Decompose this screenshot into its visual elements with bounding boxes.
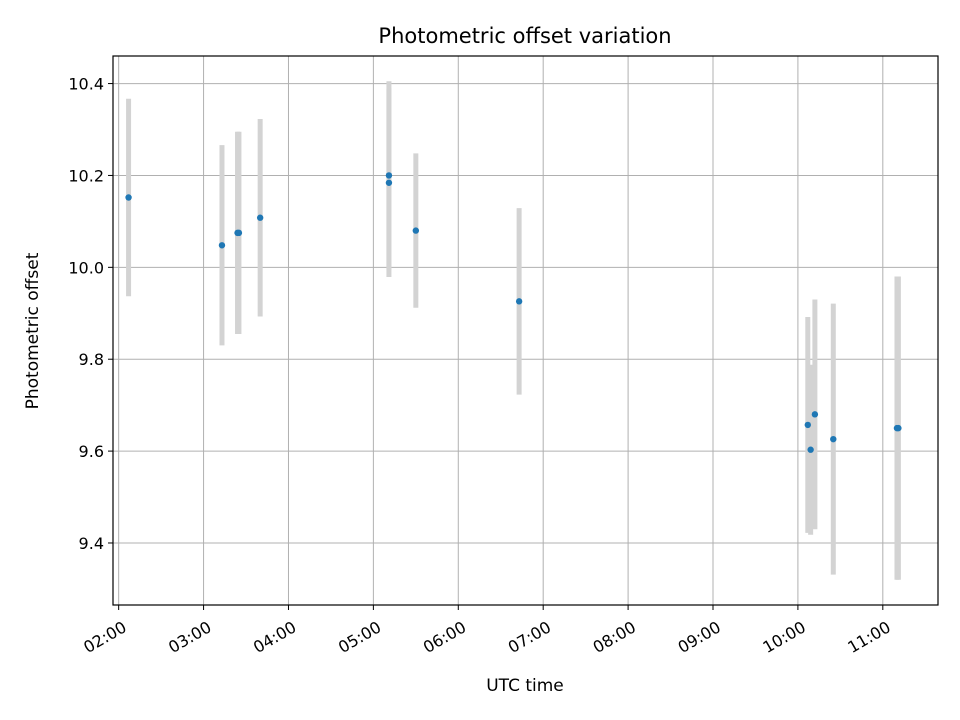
y-tick-label: 10.2	[68, 166, 104, 185]
data-point	[895, 424, 902, 432]
data-point	[412, 227, 420, 234]
data-point	[385, 179, 393, 186]
data-point	[235, 229, 243, 237]
grid	[113, 56, 938, 605]
y-tick-label: 10.4	[68, 75, 104, 94]
data-point	[125, 194, 132, 201]
y-tick-label: 9.6	[79, 442, 104, 461]
data-point	[218, 242, 226, 249]
chart-title: Photometric offset variation	[378, 24, 671, 48]
data-points	[125, 172, 902, 453]
data-point	[807, 446, 814, 453]
data-point	[811, 411, 819, 418]
data-point	[256, 214, 264, 221]
data-point	[515, 298, 523, 305]
y-tick-label: 10.0	[68, 258, 104, 277]
data-point	[830, 435, 837, 443]
y-tick-label: 9.4	[79, 534, 104, 553]
data-point	[385, 172, 393, 179]
data-point	[804, 421, 812, 429]
y-axis-label: Photometric offset	[23, 252, 43, 409]
y-tick-label: 9.8	[79, 350, 104, 369]
x-axis-label: UTC time	[486, 676, 564, 696]
plot-frame	[112, 55, 939, 606]
